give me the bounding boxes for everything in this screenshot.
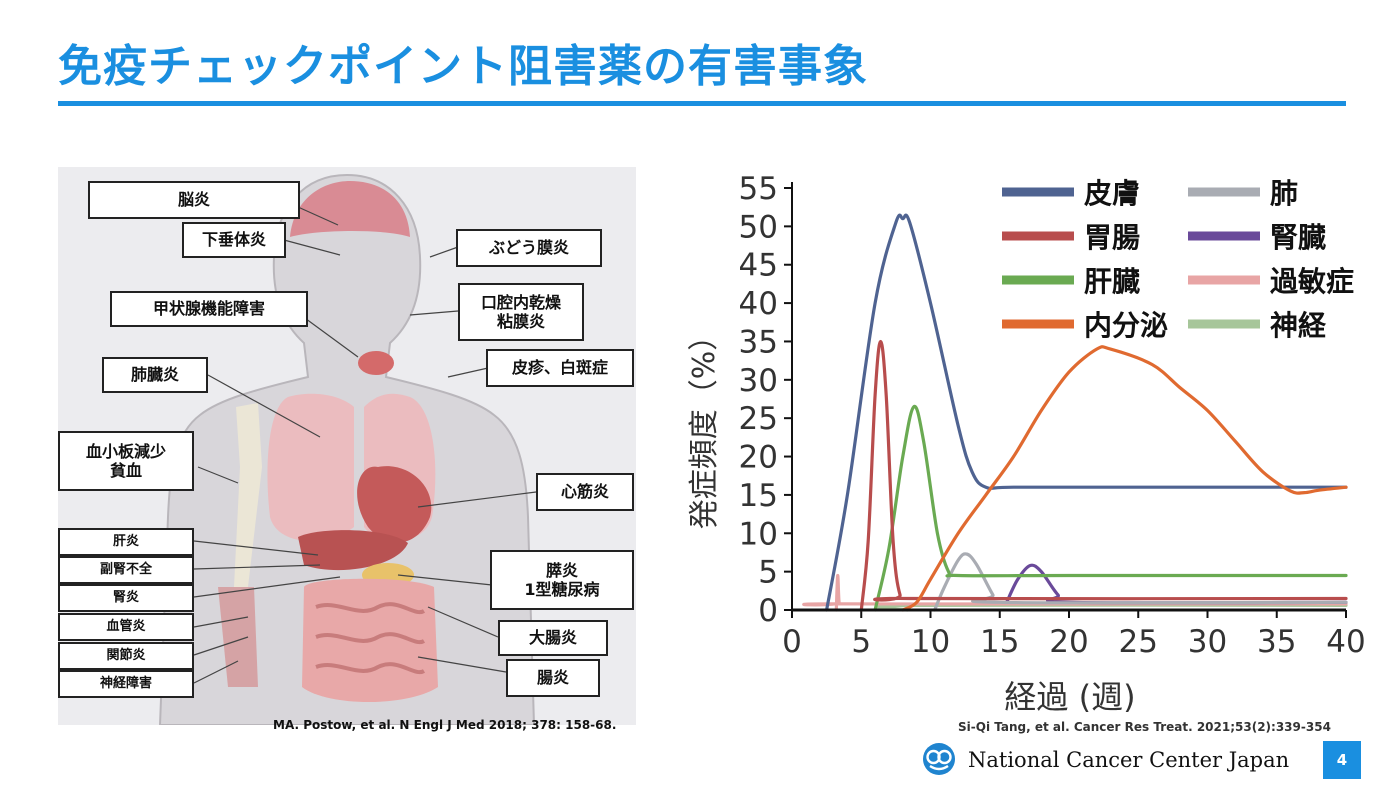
y-tick-label: 20 <box>739 440 778 476</box>
y-tick-label: 45 <box>739 248 778 284</box>
label-uveitis: ぶどう膜炎 <box>456 229 602 267</box>
y-tick-label: 15 <box>739 478 778 514</box>
y-tick-label: 50 <box>739 209 778 245</box>
legend-label: 肺 <box>1270 177 1298 210</box>
legend-label: 皮膚 <box>1084 177 1140 210</box>
label-rash-vitiligo: 皮疹、白斑症 <box>486 349 634 387</box>
legend-label: 腎臓 <box>1270 221 1326 254</box>
x-tick-label: 25 <box>1119 624 1158 660</box>
slide-title: 免疫チェックポイント阻害薬の有害事象 <box>58 41 868 92</box>
ncc-logo-icon <box>923 743 955 775</box>
title-underline <box>58 101 1346 106</box>
label-enteritis: 腸炎 <box>506 659 600 697</box>
y-tick-label: 30 <box>739 363 778 399</box>
x-tick-label: 40 <box>1326 624 1365 660</box>
label-hepatitis: 肝炎 <box>58 528 194 556</box>
x-tick-label: 5 <box>851 624 871 660</box>
label-encephalitis: 脳炎 <box>88 181 300 219</box>
y-tick-label: 55 <box>739 171 778 207</box>
label-adrenal-insufficiency: 副腎不全 <box>58 556 194 584</box>
label-thrombocytopenia-anemia: 血小板減少 貧血 <box>58 431 194 491</box>
label-dry-mouth-mucositis: 口腔内乾燥 粘膜炎 <box>458 283 584 341</box>
series-line-5 <box>933 552 1348 612</box>
label-vasculitis: 血管炎 <box>58 613 194 641</box>
series-line-7 <box>802 573 1348 612</box>
legend-label: 胃腸 <box>1084 221 1140 254</box>
legend-label: 過敏症 <box>1270 265 1354 298</box>
x-tick-label: 35 <box>1257 624 1296 660</box>
y-axis-label: 発症頻度（%） <box>687 321 722 530</box>
label-myocarditis: 心筋炎 <box>536 473 634 511</box>
legend-label: 肝臓 <box>1084 265 1140 298</box>
label-neuropathy: 神経障害 <box>58 670 194 698</box>
x-tick-label: 0 <box>782 624 802 660</box>
series-line-1 <box>825 213 1348 612</box>
left-citation: MA. Postow, et al. N Engl J Med 2018; 37… <box>273 718 617 732</box>
y-tick-label: 35 <box>739 324 778 360</box>
y-tick-label: 0 <box>758 593 778 629</box>
label-colitis: 大腸炎 <box>498 620 608 656</box>
x-tick-label: 15 <box>980 624 1019 660</box>
page-number: 4 <box>1323 741 1361 779</box>
legend-label: 内分泌 <box>1084 309 1168 342</box>
y-tick-label: 40 <box>739 286 778 322</box>
y-tick-label: 10 <box>739 516 778 552</box>
label-nephritis: 腎炎 <box>58 584 194 612</box>
series-line-2 <box>859 339 1348 612</box>
x-tick-label: 10 <box>911 624 950 660</box>
series-line-4 <box>901 345 1348 612</box>
anatomy-panel: 脳炎 下垂体炎 ぶどう膜炎 甲状腺機能障害 口腔内乾燥 粘膜炎 皮疹、白斑症 肺… <box>58 167 636 725</box>
label-arthritis: 関節炎 <box>58 642 194 670</box>
footer-org-name: National Cancer Center Japan <box>968 748 1290 772</box>
label-hypophysitis: 下垂体炎 <box>182 222 286 258</box>
legend-label: 神経 <box>1270 309 1327 342</box>
label-pancreatitis-t1dm: 膵炎 1型糖尿病 <box>490 550 634 610</box>
series-line-3 <box>873 404 1348 612</box>
right-citation: Si-Qi Tang, et al. Cancer Res Treat. 202… <box>958 720 1331 734</box>
human-anatomy-illustration <box>158 173 537 725</box>
x-tick-label: 30 <box>1188 624 1227 660</box>
label-thyroid-dysfunction: 甲状腺機能障害 <box>110 291 308 327</box>
y-tick-label: 25 <box>739 401 778 437</box>
label-pneumonitis: 肺臓炎 <box>102 357 208 393</box>
x-tick-label: 20 <box>1049 624 1088 660</box>
y-tick-label: 5 <box>758 555 778 591</box>
x-axis-label: 経過 (週) <box>1004 678 1135 716</box>
